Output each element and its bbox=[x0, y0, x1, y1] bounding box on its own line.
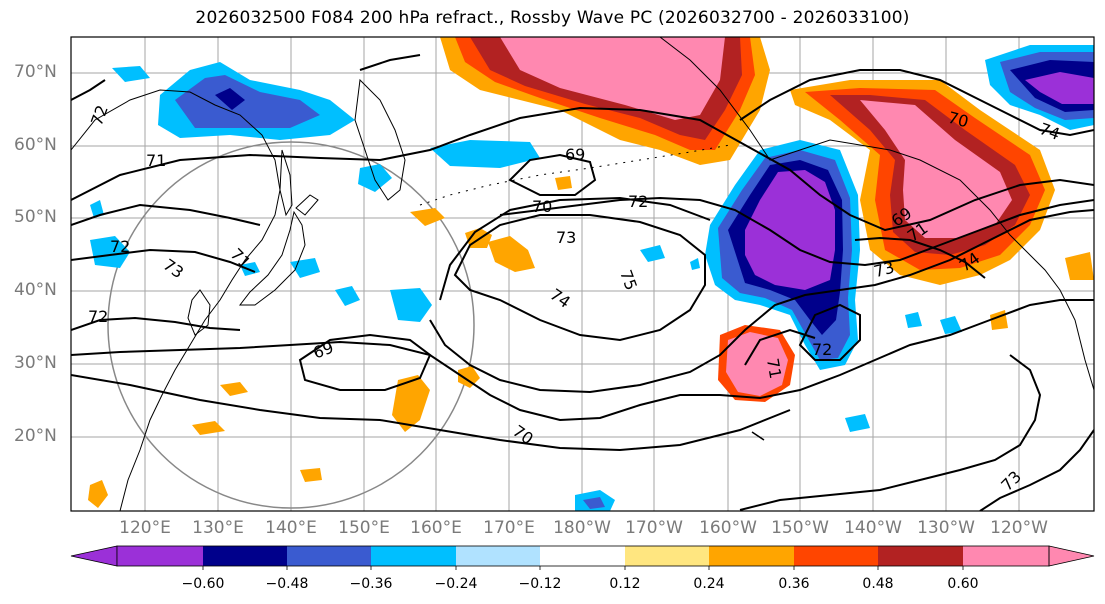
contour-label: 72 bbox=[812, 340, 832, 359]
colorbar-tick-label: 0.48 bbox=[862, 576, 894, 592]
contour-label: 75 bbox=[616, 267, 641, 293]
colorbar-swatch bbox=[963, 546, 1049, 566]
map-frame bbox=[70, 36, 1095, 512]
contour-label: 72 bbox=[110, 237, 130, 256]
colorbar-tick-label: 0.24 bbox=[693, 576, 725, 592]
coastlines bbox=[71, 37, 1094, 511]
contour-label: 73 bbox=[556, 228, 576, 247]
colorbar-swatch bbox=[287, 546, 371, 566]
lon-label: 180°W bbox=[553, 518, 611, 538]
map-plot-area: 72 71 69 70 72 73 74 75 72 73 71 72 69 7… bbox=[71, 37, 1094, 511]
colorbar-tick-label: −0.60 bbox=[181, 576, 225, 592]
colorbar-swatch bbox=[456, 546, 540, 566]
colorbar-extend-left bbox=[70, 545, 118, 567]
colorbar-tick-label: −0.12 bbox=[518, 576, 562, 592]
lon-label: 140°W bbox=[844, 518, 902, 538]
positive-anomaly-shading bbox=[88, 37, 1094, 508]
contour-label: 69 bbox=[565, 145, 585, 164]
colorbar-swatch bbox=[709, 546, 794, 566]
colorbar-tick-label: −0.48 bbox=[265, 576, 309, 592]
contour-label: 73 bbox=[872, 258, 897, 282]
lon-label: 170°E bbox=[483, 518, 535, 538]
contour-label: 72 bbox=[628, 192, 648, 211]
lon-label: 130°E bbox=[192, 518, 244, 538]
contour-label: 70 bbox=[946, 108, 971, 132]
range-circle bbox=[107, 141, 475, 509]
map-title: 2026032500 F084 200 hPa refract., Rossby… bbox=[195, 8, 910, 28]
height-contours bbox=[71, 54, 1094, 511]
lat-label: 60°N bbox=[14, 135, 57, 155]
lon-label: 140°E bbox=[265, 518, 317, 538]
colorbar-swatch bbox=[117, 546, 203, 566]
contour-label: 74 bbox=[546, 285, 574, 312]
lat-label: 50°N bbox=[14, 207, 57, 227]
colorbar-tick-label: 0.12 bbox=[609, 576, 641, 592]
lat-label: 40°N bbox=[14, 280, 57, 300]
contour-label: 73 bbox=[160, 255, 188, 282]
lon-label: 130°W bbox=[917, 518, 975, 538]
negative-anomaly-shading bbox=[90, 45, 1094, 511]
lon-label: 150°W bbox=[771, 518, 829, 538]
colorbar-swatch bbox=[371, 546, 456, 566]
lon-label: 120°E bbox=[119, 518, 171, 538]
colorbar-extend-right bbox=[1048, 545, 1095, 567]
lat-label: 30°N bbox=[14, 353, 57, 373]
lon-label: 120°W bbox=[990, 518, 1048, 538]
contour-label: 70 bbox=[532, 197, 552, 216]
lon-label: 150°E bbox=[338, 518, 390, 538]
colorbar-tick-label: 0.36 bbox=[778, 576, 810, 592]
colorbar-tick-label: −0.24 bbox=[434, 576, 478, 592]
lon-label: 160°E bbox=[410, 518, 462, 538]
lat-label: 20°N bbox=[14, 426, 57, 446]
contour-label: 72 bbox=[87, 103, 112, 129]
contour-label: 69 bbox=[310, 338, 336, 363]
colorbar-swatch bbox=[203, 546, 287, 566]
lon-label: 170°W bbox=[625, 518, 683, 538]
lon-label: 160°W bbox=[699, 518, 757, 538]
colorbar-swatch bbox=[625, 546, 709, 566]
contour-label: 72 bbox=[88, 307, 108, 326]
contour-label: 73 bbox=[997, 467, 1025, 495]
colorbar-tick-label: 0.60 bbox=[947, 576, 979, 592]
colorbar-tick-label: −0.36 bbox=[349, 576, 393, 592]
colorbar-swatch bbox=[878, 546, 963, 566]
lat-label: 70°N bbox=[14, 62, 57, 82]
contour-label: 71 bbox=[763, 357, 785, 380]
colorbar-swatch bbox=[540, 546, 625, 566]
colorbar bbox=[70, 545, 1095, 570]
contour-label: 71 bbox=[146, 151, 166, 170]
colorbar-swatch bbox=[794, 546, 878, 566]
